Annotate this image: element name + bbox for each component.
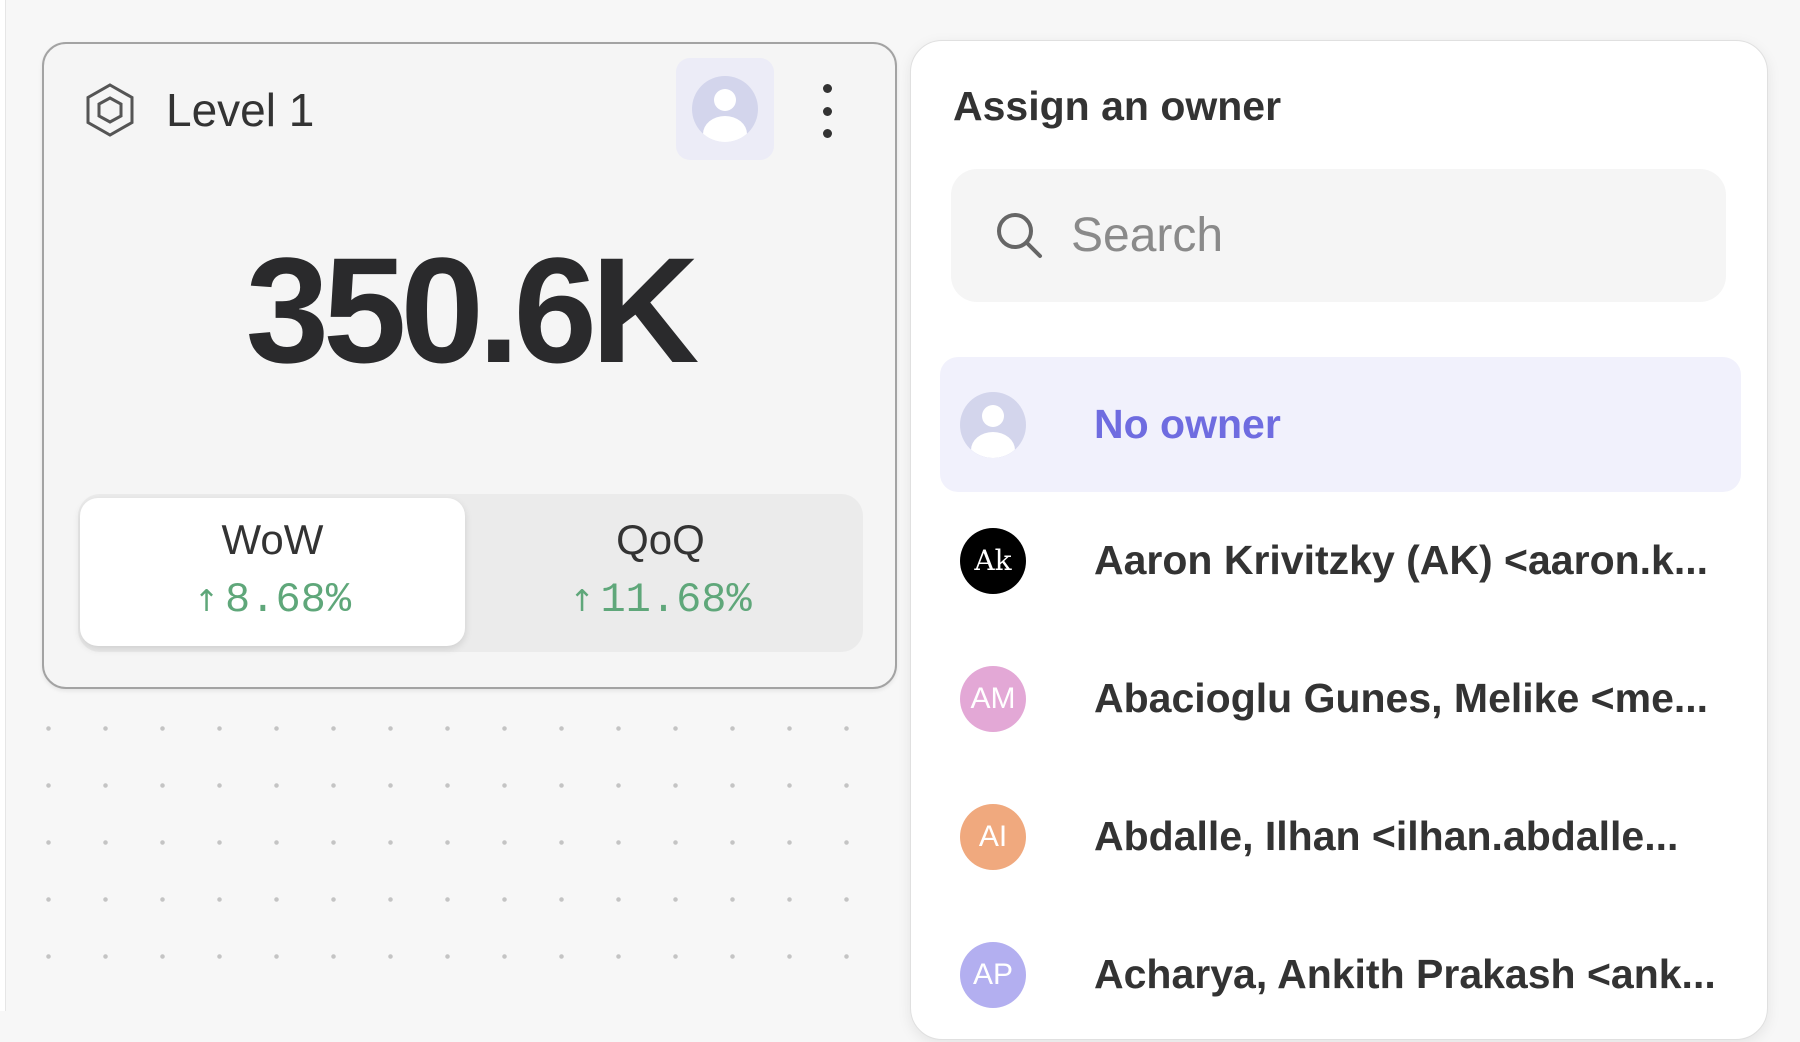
option-label: Acharya, Ankith Prakash <ank... (1094, 951, 1716, 997)
option-no-owner[interactable]: No owner (940, 357, 1741, 492)
metric-card[interactable]: Level 1 350.6K WoW ↑ 8.68% QoQ ↑ 11.68% (42, 42, 897, 689)
wow-label: WoW (221, 516, 324, 563)
qoq-value: 11.68% (600, 576, 752, 624)
metric-value: 350.6K (245, 226, 700, 394)
avatar: AP (960, 941, 1026, 1008)
dropdown-title: Assign an owner (953, 83, 1282, 129)
option-label: Aaron Krivitzky (AK) <aaron.k... (1094, 537, 1709, 583)
avatar: AM (960, 665, 1026, 732)
qoq-label: QoQ (616, 516, 705, 563)
toggle-qoq[interactable]: QoQ ↑ 11.68% (468, 498, 853, 646)
option-user[interactable]: AP Acharya, Ankith Prakash <ank... (940, 907, 1741, 1042)
option-user[interactable]: AI Abdalle, Ilhan <ilhan.abdalle... (940, 769, 1741, 904)
option-label: No owner (1094, 401, 1281, 447)
avatar: Ak (960, 527, 1026, 594)
qoq-change: ↑ 11.68% (468, 576, 853, 624)
assign-owner-button[interactable] (676, 58, 774, 160)
arrow-up-icon: ↑ (193, 584, 220, 619)
option-label: Abacioglu Gunes, Melike <me... (1094, 675, 1709, 721)
avatar: AI (960, 803, 1026, 870)
option-user[interactable]: AM Abacioglu Gunes, Melike <me... (940, 631, 1741, 766)
user-avatar-icon (692, 76, 758, 142)
comparison-toggle: WoW ↑ 8.68% QoQ ↑ 11.68% (78, 494, 863, 652)
option-label: Abdalle, Ilhan <ilhan.abdalle... (1094, 813, 1679, 859)
search-field[interactable] (951, 169, 1726, 302)
arrow-up-icon: ↑ (569, 584, 595, 619)
search-input[interactable] (1071, 199, 1671, 271)
more-vertical-icon[interactable] (814, 84, 840, 138)
card-title: Level 1 (166, 84, 315, 136)
owner-dropdown: Assign an owner No owner Ak Aaron Krivit… (910, 40, 1768, 1040)
option-user[interactable]: Ak Aaron Krivitzky (AK) <aaron.k... (940, 493, 1741, 628)
canvas-dot-grid (20, 700, 900, 1011)
wow-value: 8.68% (225, 576, 352, 624)
user-avatar-icon (960, 391, 1026, 458)
left-edge (0, 0, 6, 1011)
hexagon-icon (86, 83, 134, 137)
search-icon (997, 213, 1042, 258)
wow-change: ↑ 8.68% (80, 576, 465, 624)
toggle-wow[interactable]: WoW ↑ 8.68% (80, 498, 465, 646)
